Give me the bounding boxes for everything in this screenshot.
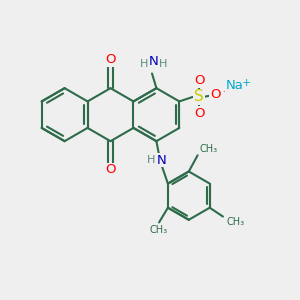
Text: H: H	[159, 59, 167, 69]
Text: N: N	[157, 154, 166, 166]
Text: N: N	[148, 55, 158, 68]
Text: O: O	[105, 163, 116, 176]
Text: S: S	[194, 89, 204, 104]
Text: +: +	[242, 78, 251, 88]
Text: Na: Na	[226, 79, 244, 92]
Text: CH₃: CH₃	[226, 217, 244, 227]
Text: H: H	[140, 59, 148, 69]
Text: CH₃: CH₃	[150, 225, 168, 235]
Text: CH₃: CH₃	[200, 144, 218, 154]
Text: O: O	[194, 74, 204, 87]
Text: H: H	[147, 155, 155, 165]
Text: O: O	[194, 107, 204, 120]
Text: ⁻: ⁻	[222, 90, 228, 100]
Text: O: O	[105, 53, 116, 66]
Text: O: O	[210, 88, 220, 101]
